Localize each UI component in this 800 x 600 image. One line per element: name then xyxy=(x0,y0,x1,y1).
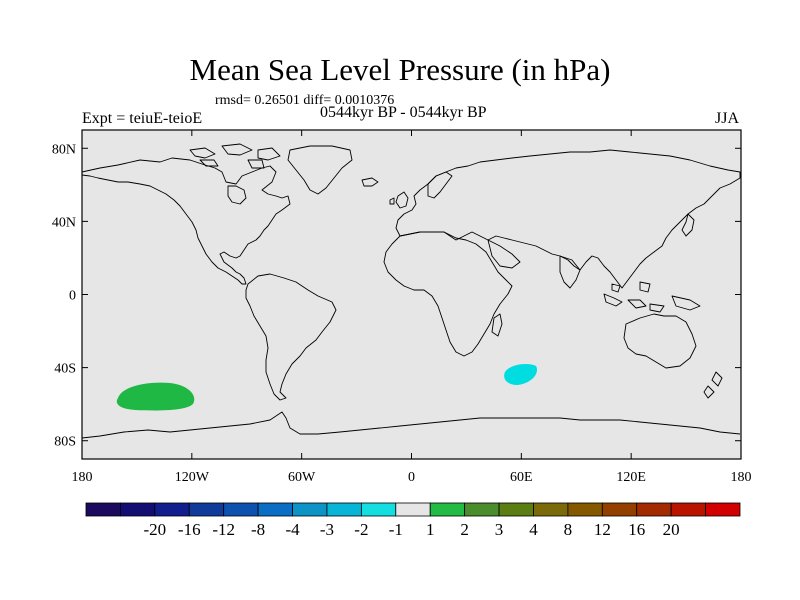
colorbar-label: 4 xyxy=(529,520,538,539)
colorbar-swatch xyxy=(326,502,362,517)
colorbar-label: 2 xyxy=(460,520,469,539)
indian-ocean-negative-anomaly xyxy=(504,364,538,385)
coastline-japan xyxy=(681,213,695,237)
lon-label: 60W xyxy=(288,470,316,485)
colorbar-swatch xyxy=(154,502,190,517)
lon-label: 180 xyxy=(731,470,752,485)
lon-label: 60E xyxy=(510,470,533,485)
coastline-new-zealand xyxy=(703,371,723,399)
colorbar-label: 16 xyxy=(628,520,645,539)
period-label: 0544kyr BP - 0544kyr BP xyxy=(320,104,487,121)
colorbar-swatch xyxy=(429,502,466,517)
coastlines xyxy=(81,143,741,439)
colorbar-label: -16 xyxy=(178,520,201,539)
colorbar-label: -12 xyxy=(212,520,235,539)
colorbar-label: 8 xyxy=(564,520,573,539)
colorbar-label: 20 xyxy=(663,520,680,539)
lat-label: 80S xyxy=(54,435,76,450)
coastline-indonesia xyxy=(603,281,701,313)
lat-label: 40N xyxy=(52,215,76,230)
colorbar-swatch xyxy=(533,502,569,517)
colorbar-label: -20 xyxy=(144,520,167,539)
coastline-british-isles xyxy=(389,191,409,209)
colorbar-label: 3 xyxy=(495,520,504,539)
colorbar-swatch xyxy=(292,502,328,517)
coastline-scandinavia xyxy=(427,171,453,199)
map-title: Mean Sea Level Pressure (in hPa) xyxy=(189,52,611,87)
colorbar-swatch xyxy=(498,502,534,517)
south-pacific-positive-anomaly xyxy=(116,382,195,411)
coastline-africa xyxy=(383,231,513,357)
colorbar-swatch xyxy=(395,502,431,517)
colorbar-swatch xyxy=(670,502,706,517)
colorbar-label: -8 xyxy=(251,520,265,539)
longitude-axis: 180 120W 60W 0 60E 120E 180 xyxy=(72,130,752,485)
lon-label: 120E xyxy=(616,470,646,485)
lon-label: 180 xyxy=(72,470,93,485)
coastline-iceland xyxy=(361,177,379,187)
colorbar-swatch xyxy=(360,502,397,517)
colorbar-label: -4 xyxy=(285,520,300,539)
colorbar-swatch xyxy=(120,502,156,517)
coastline-south-america xyxy=(245,273,337,401)
lat-label: 40S xyxy=(54,362,76,377)
coastline-arctic-islands xyxy=(189,143,281,169)
colorbar-label: 12 xyxy=(594,520,611,539)
colorbar-swatch xyxy=(464,502,500,517)
coastline-north-america xyxy=(81,157,291,285)
colorbar-swatch xyxy=(705,502,741,517)
coastline-australia xyxy=(623,313,697,369)
colorbar-swatch xyxy=(601,502,638,517)
coastline-eurasia xyxy=(395,149,741,289)
map-background xyxy=(82,130,741,459)
experiment-label: Expt = teiuE-teioE xyxy=(82,110,203,127)
colorbar-swatch xyxy=(636,502,672,517)
lat-label: 80N xyxy=(52,142,76,157)
colorbar: -20 -16 -12 -8 -4 -3 -2 -1 1 2 3 4 8 12 16 20 xyxy=(85,502,741,539)
colorbar-swatch xyxy=(257,502,293,517)
colorbar-swatch xyxy=(223,502,259,517)
colorbar-swatch xyxy=(85,502,121,517)
coastline-greenland xyxy=(287,145,353,195)
colorbar-label: -3 xyxy=(320,520,334,539)
coastline-antarctica xyxy=(81,411,741,439)
colorbar-label: -2 xyxy=(354,520,368,539)
coastline-arabia xyxy=(487,239,521,269)
colorbar-swatch xyxy=(188,502,225,517)
coastline-hudson-bay xyxy=(227,185,247,205)
season-label: JJA xyxy=(715,110,740,127)
lon-label: 120W xyxy=(175,470,210,485)
colorbar-label: -1 xyxy=(389,520,403,539)
latitude-axis: 80N 40N 0 40S 80S xyxy=(52,142,741,450)
coastline-madagascar xyxy=(491,313,503,337)
lat-label: 0 xyxy=(69,289,76,304)
colorbar-swatch xyxy=(567,502,603,517)
lon-label: 0 xyxy=(408,470,415,485)
anomaly-layer xyxy=(116,364,538,411)
colorbar-label: 1 xyxy=(426,520,435,539)
statistics-text: rmsd= 0.26501 diff= 0.0010376 xyxy=(215,93,395,108)
coastline-india xyxy=(559,255,581,289)
